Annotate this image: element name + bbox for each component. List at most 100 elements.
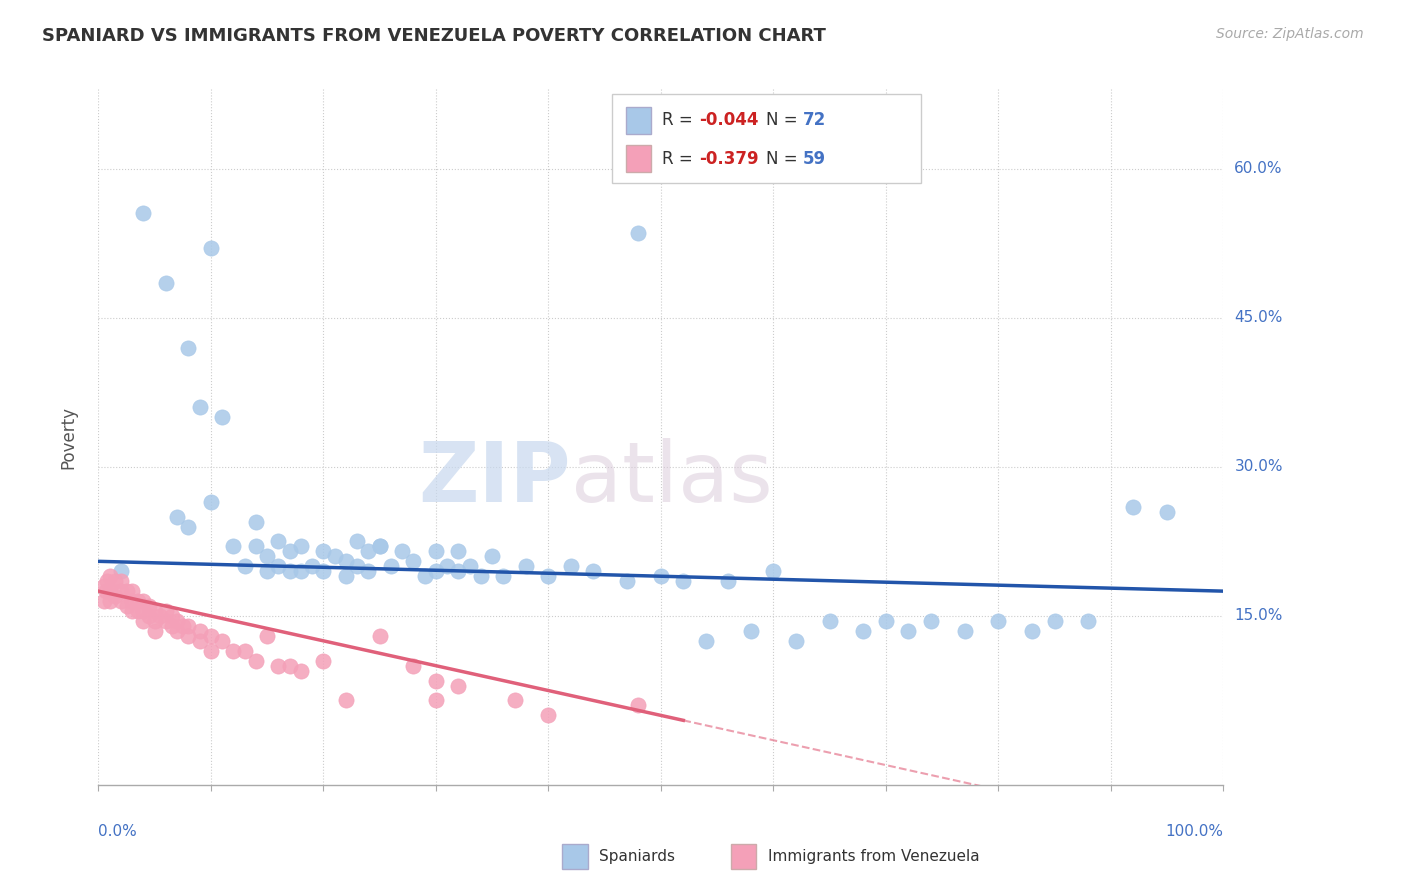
Point — [582, 564, 605, 578]
Point — [98, 584, 121, 599]
Point — [425, 693, 447, 707]
Point — [160, 609, 183, 624]
Point — [672, 574, 695, 589]
Text: 45.0%: 45.0% — [1234, 310, 1282, 326]
Point — [132, 604, 155, 618]
Point — [481, 549, 503, 564]
Point — [98, 594, 121, 608]
Point — [155, 604, 177, 618]
Point — [368, 629, 391, 643]
Point — [166, 614, 188, 628]
Point — [93, 579, 115, 593]
Point — [96, 584, 118, 599]
Text: N =: N = — [766, 150, 803, 168]
Point — [104, 589, 127, 603]
Text: 0.0%: 0.0% — [98, 824, 138, 838]
Point — [953, 624, 976, 638]
Point — [98, 569, 121, 583]
Point — [200, 241, 222, 255]
Point — [323, 549, 346, 564]
Point — [143, 614, 166, 628]
Text: R =: R = — [662, 112, 699, 129]
Text: 30.0%: 30.0% — [1234, 459, 1282, 475]
Text: Immigrants from Venezuela: Immigrants from Venezuela — [768, 849, 980, 863]
Point — [166, 624, 188, 638]
Point — [177, 629, 200, 643]
Point — [1021, 624, 1043, 638]
Point — [267, 534, 290, 549]
Text: 15.0%: 15.0% — [1234, 608, 1282, 624]
Point — [346, 534, 368, 549]
Point — [560, 559, 582, 574]
Point — [447, 564, 470, 578]
Text: 59: 59 — [803, 150, 825, 168]
Point — [616, 574, 638, 589]
Text: R =: R = — [662, 150, 699, 168]
Point — [537, 569, 560, 583]
Point — [312, 654, 335, 668]
Point — [188, 401, 211, 415]
Point — [278, 658, 301, 673]
Point — [290, 540, 312, 554]
Point — [245, 515, 267, 529]
Point — [177, 519, 200, 533]
Point — [200, 644, 222, 658]
Text: Source: ZipAtlas.com: Source: ZipAtlas.com — [1216, 27, 1364, 41]
Point — [402, 658, 425, 673]
Point — [233, 559, 256, 574]
Point — [110, 574, 132, 589]
Point — [160, 619, 183, 633]
Text: Spaniards: Spaniards — [599, 849, 675, 863]
Point — [132, 206, 155, 220]
Point — [425, 544, 447, 558]
Point — [515, 559, 537, 574]
Point — [200, 494, 222, 508]
Point — [127, 604, 149, 618]
Point — [447, 679, 470, 693]
Text: N =: N = — [766, 112, 803, 129]
Point — [211, 410, 233, 425]
Point — [267, 658, 290, 673]
Point — [357, 564, 380, 578]
Point — [149, 609, 172, 624]
Point — [132, 594, 155, 608]
Point — [177, 341, 200, 355]
Point — [121, 604, 143, 618]
Point — [278, 544, 301, 558]
Point — [368, 540, 391, 554]
Text: -0.379: -0.379 — [699, 150, 758, 168]
Point — [127, 594, 149, 608]
Point — [380, 559, 402, 574]
Point — [110, 564, 132, 578]
Point — [115, 599, 138, 613]
Text: ZIP: ZIP — [419, 438, 571, 519]
Point — [503, 693, 526, 707]
Point — [93, 594, 115, 608]
Point — [166, 509, 188, 524]
Point — [138, 599, 160, 613]
Point — [278, 564, 301, 578]
Point — [312, 544, 335, 558]
Point — [115, 584, 138, 599]
Point — [256, 564, 278, 578]
Point — [1122, 500, 1144, 514]
Point — [627, 227, 650, 241]
Point — [717, 574, 740, 589]
Y-axis label: Poverty: Poverty — [59, 406, 77, 468]
Point — [245, 654, 267, 668]
Point — [155, 614, 177, 628]
Point — [357, 544, 380, 558]
Point — [222, 644, 245, 658]
Text: 72: 72 — [803, 112, 827, 129]
Point — [987, 614, 1010, 628]
Point — [200, 629, 222, 643]
Point — [492, 569, 515, 583]
Point — [256, 549, 278, 564]
Point — [695, 633, 717, 648]
Point — [290, 564, 312, 578]
Text: SPANIARD VS IMMIGRANTS FROM VENEZUELA POVERTY CORRELATION CHART: SPANIARD VS IMMIGRANTS FROM VENEZUELA PO… — [42, 27, 827, 45]
Point — [650, 569, 672, 583]
Point — [785, 633, 807, 648]
Text: atlas: atlas — [571, 438, 772, 519]
Point — [627, 698, 650, 713]
